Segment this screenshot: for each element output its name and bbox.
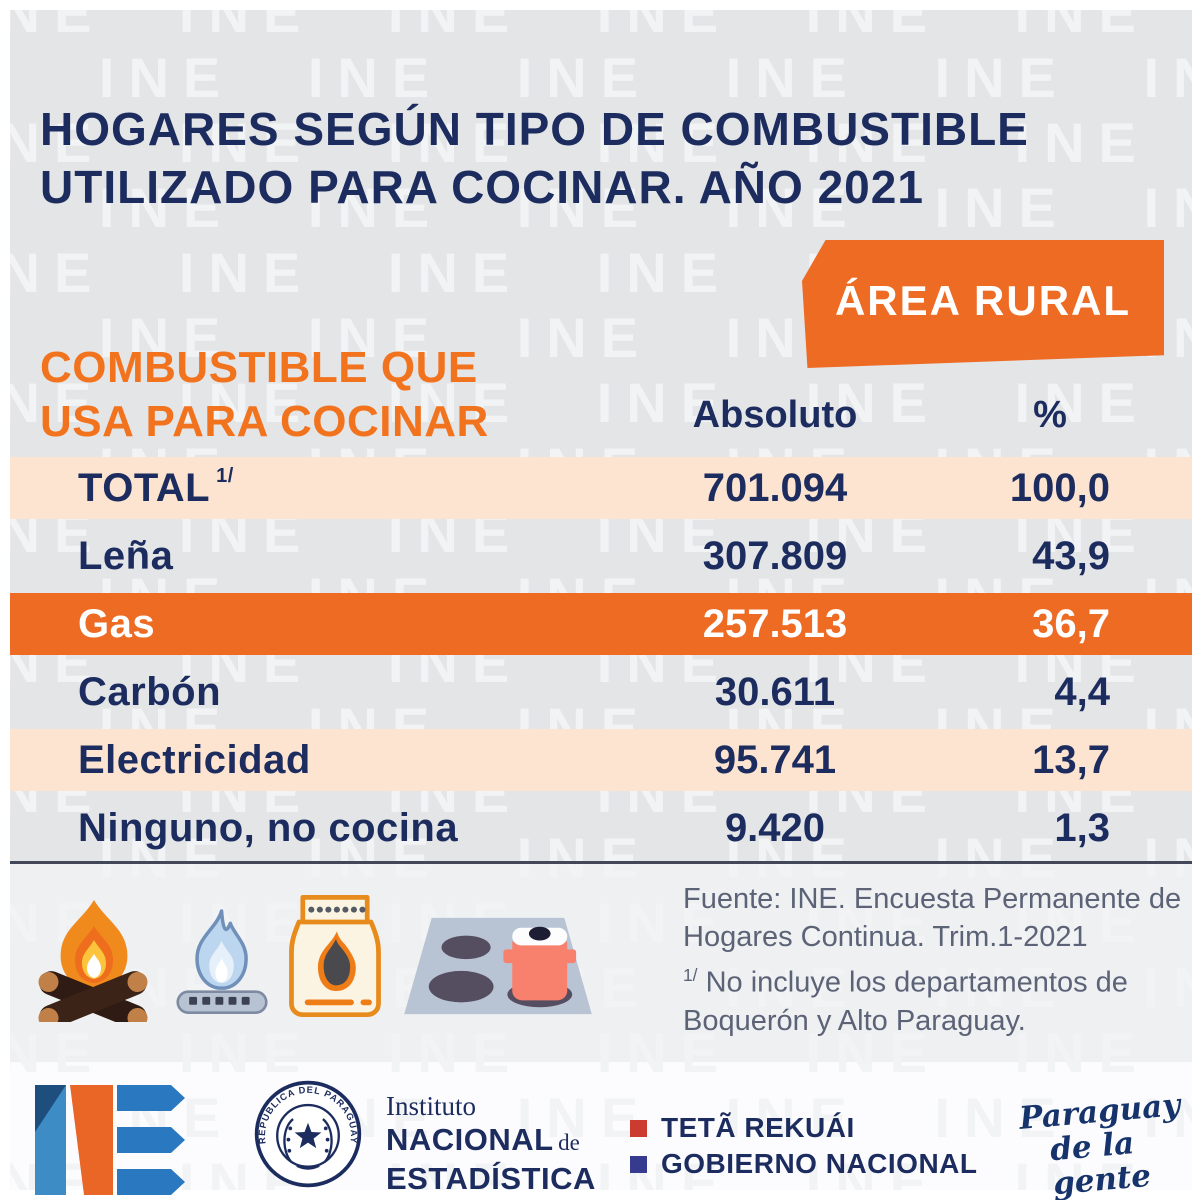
table-row-total: TOTAL 1/ 701.094 100,0 [10,457,1192,519]
row-value-percent: 100,0 [1009,465,1110,510]
institute-line1: Instituto [386,1091,477,1121]
page-title-line2: UTILIZADO PARA COCINAR. AÑO 2021 [40,161,924,213]
table-row-gas: Gas 257.513 36,7 [10,593,1192,655]
column-header-absolute: Absoluto [692,394,858,436]
row-label: Electricidad [78,737,311,782]
paraguay-coat-of-arms: REPUBLICA DEL PARAGUAY [254,1080,362,1188]
area-rural-badge: ÁREA RURAL [802,240,1164,368]
row-label: Ninguno, no cocina [78,805,459,850]
gov-line2: GOBIERNO NACIONAL [661,1148,978,1179]
footnote: 1/ No incluye los departamentos de Boque… [683,956,1188,1040]
row-value-absolute: 701.094 [702,465,848,510]
row-value-absolute: 257.513 [702,601,848,646]
row-label: Leña [78,533,174,578]
institute-line2: NACIONAL [386,1122,554,1157]
row-value-percent: 4,4 [1054,669,1110,714]
institute-line2-de: de [558,1130,580,1155]
footnote-sup: 1/ [683,965,698,985]
row-value-percent: 1,3 [1054,805,1110,850]
footnote-marker: 1/ [216,464,234,487]
source-note: Fuente: INE. Encuesta Permanente de Hoga… [683,880,1188,1040]
table-row-lena: Leña 307.809 43,9 [10,525,1192,587]
row-label: TOTAL [78,465,211,510]
page-title: HOGARES SEGÚN TIPO DE COMBUSTIBLE UTILIZ… [40,100,1120,216]
table-row-ninguno: Ninguno, no cocina 9.420 1,3 [10,797,1192,859]
fuel-column-heading: COMBUSTIBLE QUE USA PARA COCINAR [40,341,489,449]
area-rural-label: ÁREA RURAL [834,277,1132,324]
footnote-text: No incluye los departamentos de Boquerón… [683,966,1128,1037]
red-square-icon [630,1119,647,1137]
blue-square-icon [630,1155,647,1173]
row-label: Carbón [78,669,221,714]
govt-brand: TETÃ REKUÁI GOBIERNO NACIONAL [630,1110,978,1182]
table-row-electricidad: Electricidad 95.741 13,7 [10,729,1192,791]
divider-line [10,861,1192,864]
row-value-percent: 13,7 [1032,737,1110,782]
gov-line1: TETÃ REKUÁI [661,1112,855,1143]
ine-logo [35,1085,185,1195]
fuel-heading-line1: COMBUSTIBLE QUE [40,343,478,392]
row-label: Gas [78,601,156,646]
institute-line3: ESTADÍSTICA [386,1161,596,1196]
campfire-icon [38,900,148,1022]
fuel-heading-line2: USA PARA COCINAR [40,397,489,446]
slogan-line2: de la gente [1048,1125,1153,1200]
row-value-absolute: 307.809 [702,533,848,578]
charcoal-bag-icon [289,894,381,1018]
row-value-percent: 43,9 [1032,533,1110,578]
column-header-percent: % [1033,394,1067,436]
table-row-carbon: Carbón 30.611 4,4 [10,661,1192,723]
row-value-absolute: 30.611 [714,669,836,714]
institute-name: Instituto NACIONAL de ESTADÍSTICA [386,1090,596,1195]
row-value-percent: 36,7 [1032,601,1110,646]
page-title-line1: HOGARES SEGÚN TIPO DE COMBUSTIBLE [40,103,1029,155]
row-value-absolute: 95.741 [713,737,837,782]
row-value-absolute: 9.420 [724,805,826,850]
source-text: Fuente: INE. Encuesta Permanente de Hoga… [683,883,1182,953]
background-footer [10,1062,1192,1190]
electric-stove-icon [404,917,592,1015]
paraguay-slogan: Paraguay de la gente [1018,1086,1202,1200]
seal-star-icon [294,1122,322,1149]
fuel-icons [24,892,594,1022]
gas-flame-icon [176,909,268,1015]
background-main [10,10,1192,864]
